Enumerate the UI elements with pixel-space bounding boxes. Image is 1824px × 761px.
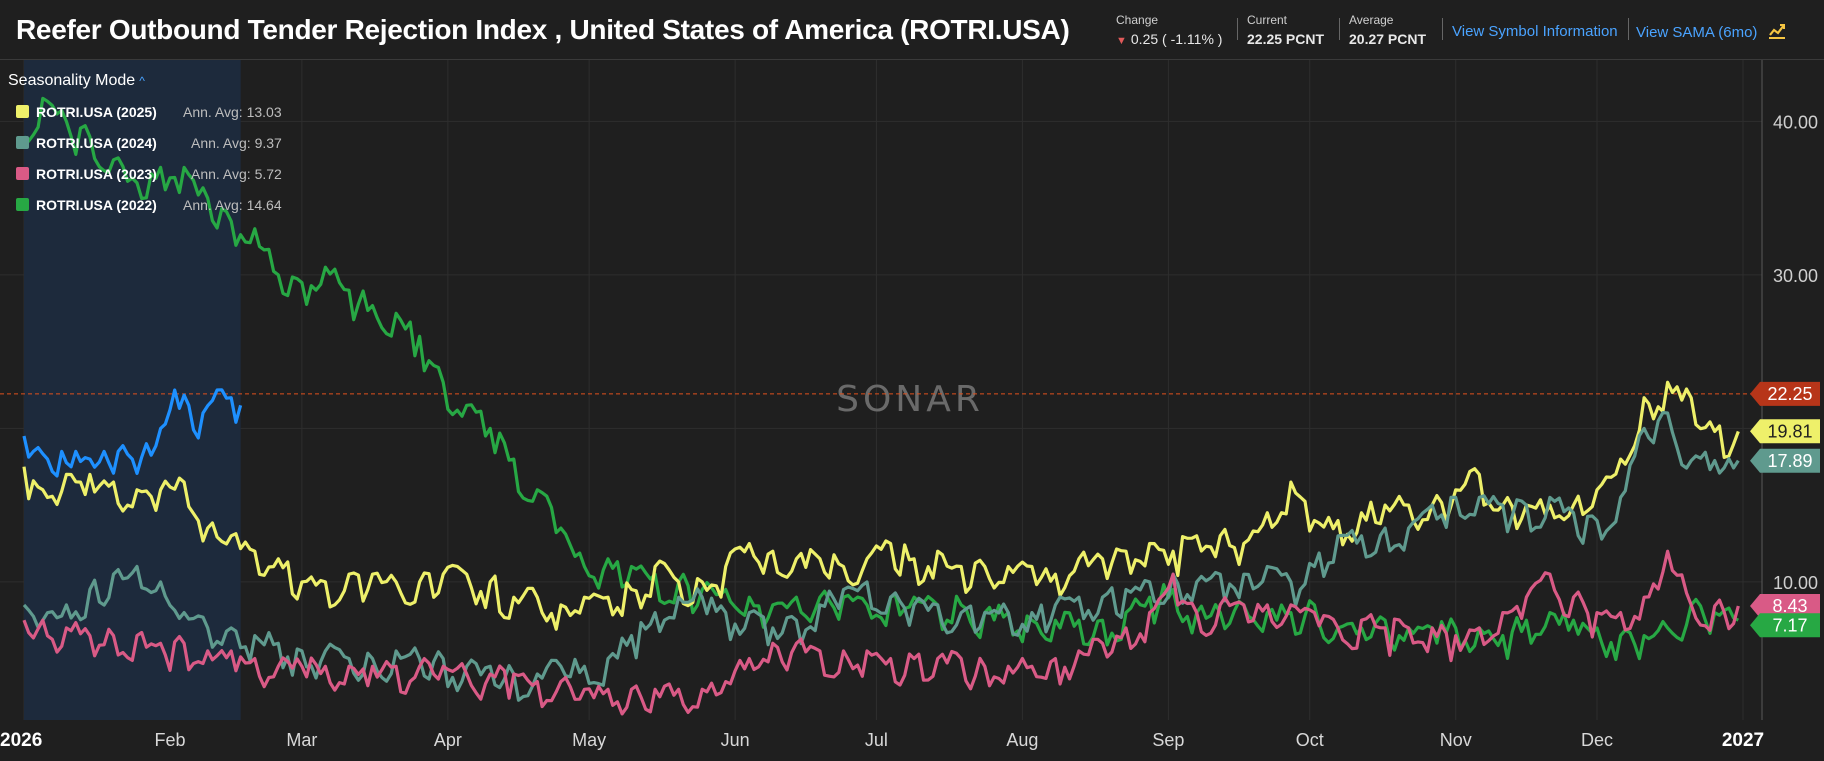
end-value-tag-bg: [1750, 381, 1820, 406]
end-value-tag-bg: [1750, 613, 1820, 638]
x-tick-label: 2026: [0, 730, 42, 751]
legend-swatch: [16, 105, 29, 118]
chevron-up-icon: ^: [139, 74, 145, 88]
y-axis: 10.00 30.00 40.00: [1773, 112, 1818, 592]
legend-item-avg: Ann. Avg: 9.37: [191, 135, 282, 151]
change-value: 0.25 ( -1.11% ): [1130, 31, 1223, 47]
end-value-tag: 17.89: [1750, 448, 1820, 473]
x-tick-label: Dec: [1581, 730, 1613, 750]
sonar-watermark: SONAR: [836, 379, 984, 420]
legend-item-avg: Ann. Avg: 5.72: [191, 166, 282, 182]
chart-header: Reefer Outbound Tender Rejection Index ,…: [0, 0, 1824, 60]
x-tick-label: Nov: [1440, 730, 1472, 750]
legend-item-name: ROTRI.USA (2024): [36, 135, 157, 151]
current-stat: Current 22.25 PCNT: [1247, 12, 1324, 47]
end-value-tag: 7.17: [1750, 613, 1820, 638]
legend-item-avg: Ann. Avg: 13.03: [183, 104, 282, 120]
chart-grid: [0, 60, 1762, 720]
legend: Seasonality Mode ^ ROTRI.USA (2025) Ann. …: [8, 72, 282, 220]
series-line-current-year: [22, 388, 243, 478]
y-tick-label: 30.00: [1773, 266, 1818, 286]
divider: [1628, 18, 1629, 40]
end-value-tag: 8.43: [1750, 593, 1820, 618]
view-symbol-info-link[interactable]: View Symbol Information: [1452, 23, 1618, 40]
end-value-labels: 22.25 19.81 17.89 8.437.17: [1750, 381, 1820, 638]
divider: [1237, 18, 1238, 40]
x-tick-label: Oct: [1296, 730, 1324, 750]
end-value-tag-text: 17.89: [1767, 451, 1812, 471]
divider: [1442, 18, 1443, 40]
legend-item-avg: Ann. Avg: 14.64: [183, 197, 282, 213]
x-axis: 2026 Feb Mar Apr May Jun Jul Aug Sep Oct Nov Dec 202…: [0, 730, 1764, 751]
end-value-tag-text: 7.17: [1772, 615, 1807, 635]
average-label: Average: [1349, 13, 1394, 27]
seasonality-chart: SONAR 10.00 30.00 40.00 2026 Feb Mar Apr May Ju…: [0, 60, 1820, 751]
page-title: Reefer Outbound Tender Rejection Index ,…: [16, 14, 1070, 45]
x-tick-label: 2027: [1722, 730, 1764, 751]
x-tick-label: Sep: [1152, 730, 1184, 750]
current-value: 22.25 PCNT: [1247, 31, 1325, 47]
end-value-tag-bg: [1750, 448, 1820, 473]
view-sama-label: View SAMA (6mo): [1636, 24, 1758, 41]
divider: [1339, 18, 1340, 40]
legend-item-name: ROTRI.USA (2022): [36, 197, 157, 213]
x-tick-label: May: [572, 730, 606, 750]
legend-item[interactable]: ROTRI.USA (2024) Ann. Avg: 9.37: [8, 127, 282, 158]
y-tick-label: 10.00: [1773, 573, 1818, 593]
change-stat: Change ▼ 0.25 ( -1.11% ): [1116, 12, 1222, 49]
legend-item[interactable]: ROTRI.USA (2025) Ann. Avg: 13.03: [8, 96, 282, 127]
average-value: 20.27 PCNT: [1349, 31, 1427, 47]
arrow-down-icon: ▼: [1116, 35, 1127, 47]
legend-item[interactable]: ROTRI.USA (2022) Ann. Avg: 14.64: [8, 189, 282, 220]
end-value-tag-text: 22.25: [1767, 384, 1812, 404]
y-tick-label: 40.00: [1773, 112, 1818, 132]
end-value-tag-bg: [1750, 419, 1820, 444]
change-label: Change: [1116, 13, 1159, 27]
x-tick-label: Jul: [865, 730, 888, 750]
current-label: Current: [1247, 13, 1288, 27]
end-value-tag-text: 8.43: [1772, 596, 1807, 616]
view-sama-link[interactable]: View SAMA (6mo): [1636, 23, 1786, 41]
current-year-shaded-region: [24, 60, 241, 720]
x-tick-label: Jun: [721, 730, 750, 750]
legend-item-name: ROTRI.USA (2023): [36, 166, 157, 182]
x-tick-label: Aug: [1006, 730, 1038, 750]
legend-swatch: [16, 136, 29, 149]
series-line: [22, 549, 1740, 716]
series-line: [22, 96, 1740, 662]
x-tick-label: Apr: [434, 730, 462, 750]
legend-item[interactable]: ROTRI.USA (2023) Ann. Avg: 5.72: [8, 158, 282, 189]
series-line: [22, 380, 1740, 631]
end-value-tag: 19.81: [1750, 419, 1820, 444]
end-value-tag: 22.25: [1750, 381, 1820, 406]
legend-swatch: [16, 167, 29, 180]
legend-item-name: ROTRI.USA (2025): [36, 104, 157, 120]
average-stat: Average 20.27 PCNT: [1349, 12, 1426, 47]
legend-swatch: [16, 198, 29, 211]
chart-trend-icon: [1768, 24, 1785, 39]
end-value-tag-text: 19.81: [1767, 421, 1812, 441]
end-value-tag-bg: [1750, 593, 1820, 618]
series-layer: [22, 96, 1740, 716]
x-tick-label: Mar: [286, 730, 317, 750]
seasonality-mode-label: Seasonality Mode: [8, 72, 136, 89]
seasonality-mode-toggle[interactable]: Seasonality Mode ^: [8, 72, 145, 90]
x-tick-label: Feb: [154, 730, 185, 750]
